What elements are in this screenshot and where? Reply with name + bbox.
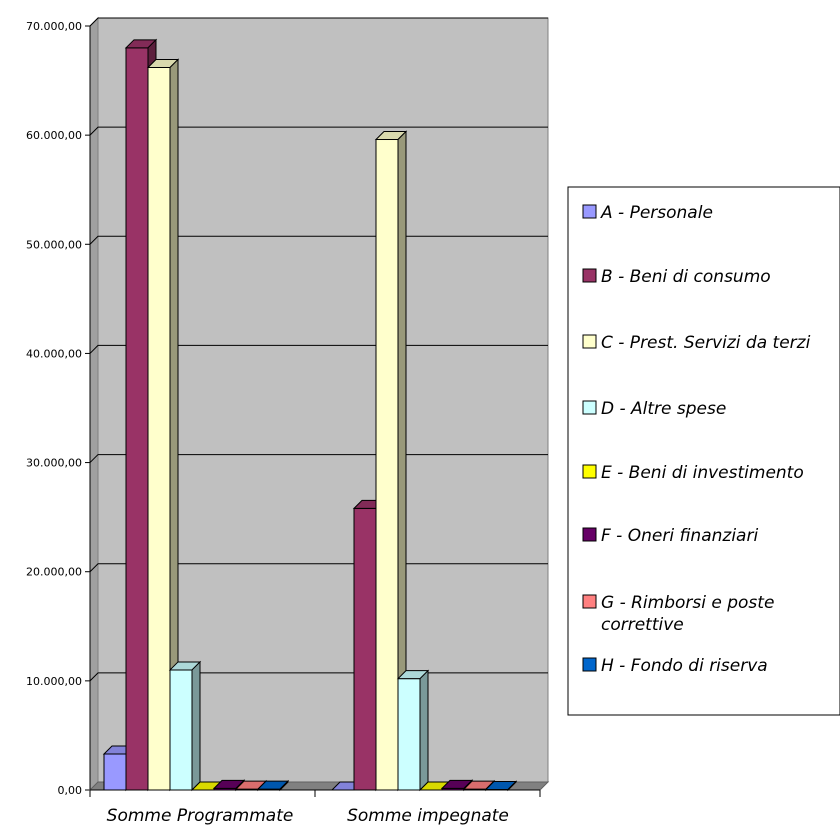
legend-swatch bbox=[582, 334, 597, 349]
legend-swatch bbox=[582, 527, 597, 542]
legend-label: C - Prest. Servizi da terzi bbox=[601, 333, 811, 353]
y-tick-label: 70.000,00 bbox=[26, 20, 82, 33]
legend: A - Personale B - Beni di consumo C - Pres… bbox=[567, 186, 840, 716]
legend-item: D - Altre spese bbox=[582, 399, 726, 419]
x-axis: Somme Programmate Somme impegnate bbox=[89, 789, 541, 826]
legend-item: G - Rimborsi e poste correttive bbox=[582, 593, 774, 635]
bar-front bbox=[169, 669, 193, 791]
bar-front bbox=[353, 507, 377, 791]
legend-item: B - Beni di consumo bbox=[582, 267, 771, 287]
legend-item: F - Oneri finanziari bbox=[582, 526, 758, 546]
bar-front bbox=[375, 139, 399, 791]
y-tick-label: 20.000,00 bbox=[26, 566, 82, 579]
legend-label: G - Rimborsi e poste correttive bbox=[601, 593, 774, 635]
legend-item: E - Beni di investimento bbox=[582, 463, 804, 483]
legend-swatch bbox=[582, 400, 597, 415]
legend-swatch bbox=[582, 464, 597, 479]
x-category-label: Somme Programmate bbox=[107, 806, 294, 826]
legend-item: A - Personale bbox=[582, 203, 713, 223]
bars bbox=[102, 38, 518, 792]
legend-swatch bbox=[582, 268, 597, 283]
bar bbox=[168, 660, 202, 792]
gridline bbox=[89, 17, 548, 27]
legend-swatch bbox=[582, 204, 597, 219]
legend-swatch bbox=[582, 657, 597, 672]
bar-side bbox=[419, 669, 429, 792]
legend-label: E - Beni di investimento bbox=[601, 463, 804, 483]
y-tick-label: 60.000,00 bbox=[26, 129, 82, 142]
legend-item: C - Prest. Servizi da terzi bbox=[582, 333, 811, 353]
legend-label: B - Beni di consumo bbox=[601, 267, 771, 287]
x-category-label: Somme impegnate bbox=[347, 806, 509, 826]
y-axis: 0,00 10.000,00 20.000,00 30.000,00 40.000,00… bbox=[26, 20, 91, 797]
gridline bbox=[89, 126, 548, 136]
y-tick-label: 0,00 bbox=[58, 784, 83, 797]
legend-box bbox=[567, 186, 840, 716]
y-tick-label: 50.000,00 bbox=[26, 238, 82, 251]
y-tick-label: 10.000,00 bbox=[26, 675, 82, 688]
bar-front bbox=[147, 66, 171, 791]
bar-front bbox=[103, 753, 127, 791]
bar-front bbox=[125, 47, 149, 791]
bar bbox=[396, 669, 430, 792]
legend-item: H - Fondo di riserva bbox=[582, 656, 768, 676]
legend-label: D - Altre spese bbox=[601, 399, 726, 419]
bar bbox=[146, 58, 180, 792]
y-tick-label: 40.000,00 bbox=[26, 347, 82, 360]
legend-swatch bbox=[582, 594, 597, 609]
bar-front bbox=[397, 678, 421, 791]
legend-label: A - Personale bbox=[600, 203, 713, 223]
bar-side bbox=[191, 660, 201, 792]
legend-label: F - Oneri finanziari bbox=[601, 526, 758, 546]
y-tick-label: 30.000,00 bbox=[26, 457, 82, 470]
legend-label: H - Fondo di riserva bbox=[601, 656, 768, 676]
